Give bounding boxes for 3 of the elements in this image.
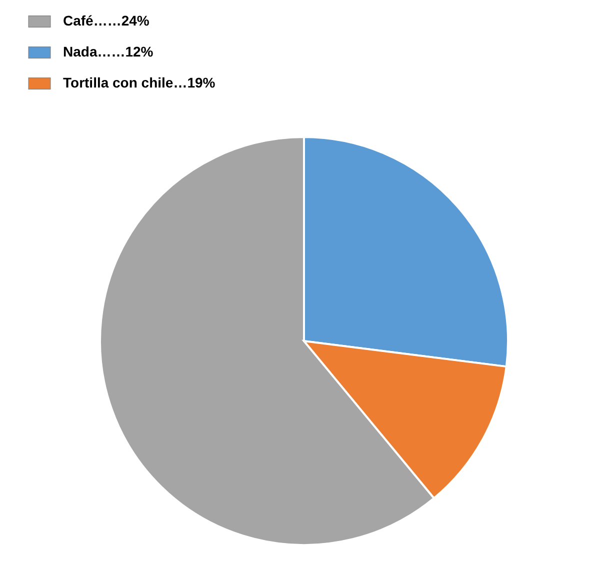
legend-label: Café……24%	[63, 12, 150, 28]
legend-label: Tortilla con chile…19%	[63, 74, 216, 90]
legend-label: Nada……12%	[63, 44, 154, 60]
